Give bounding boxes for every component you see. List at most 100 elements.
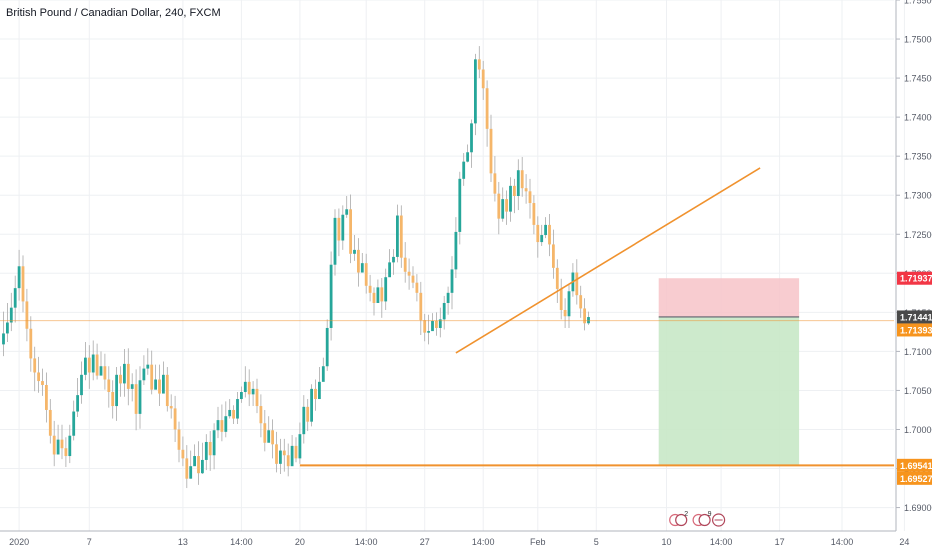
candle-body [263,423,267,443]
candle [99,351,103,376]
y-tick-label: 1.70000 [904,425,932,435]
candle-body [587,317,590,324]
candle [142,355,146,385]
candle [349,194,352,264]
candle-body [384,277,388,302]
candle-body [380,287,384,302]
candle-body [126,363,130,389]
candle [403,242,407,283]
candle-body [123,363,126,384]
candle [9,292,13,332]
flag-icon [698,513,711,527]
price-tag-current: 1.71441 [897,310,932,324]
price-tag-target: 1.69541 [897,458,932,472]
candle-body [497,193,501,219]
candle [353,235,356,261]
candle-body [189,466,193,479]
candle [165,367,169,412]
event-marker[interactable]: 9 [692,511,712,527]
candle-body [169,406,173,409]
candle-body [119,374,122,384]
symbol-title: British Pound / Canadian Dollar, 240, FX… [6,7,221,19]
candle-body [345,209,349,215]
candle-body [193,456,196,467]
candle [91,340,95,381]
candle [87,345,91,389]
candle-body [505,199,508,212]
candle [567,283,571,328]
x-tick-label: 14:00 [472,537,495,547]
candle [208,431,212,471]
candle-body [431,320,434,332]
price-tag-text: 1.71937 [900,274,932,284]
candle-body [197,456,200,474]
candle-body [540,235,544,243]
candle-body [477,59,481,70]
candle-body [575,272,579,296]
candle [364,253,368,294]
candle [474,53,477,136]
take-profit-zone[interactable] [658,316,800,466]
x-tick-label: 20 [295,537,305,547]
candle-body [212,430,216,456]
candle-body [286,455,290,467]
x-tick-label: Feb [530,537,546,547]
candle-body [552,244,555,268]
event-marker[interactable]: 2 [669,511,689,527]
candle [126,348,130,406]
candle [185,445,189,489]
candle [103,353,107,390]
candle [438,307,442,338]
candle-body [204,441,208,460]
candle-body [243,381,247,393]
candle [251,381,255,407]
candle-body [17,266,21,289]
candle [540,224,544,246]
candle [407,258,411,290]
stop-loss-zone[interactable] [658,278,800,317]
candle [360,253,364,273]
price-tag-bg [897,471,932,485]
candle-body [259,406,263,424]
candle-body [446,292,450,303]
trendline[interactable] [455,167,761,354]
candle [84,342,87,381]
candle [173,395,177,442]
candle-body [411,275,415,283]
candle [52,420,56,467]
candle [64,437,68,467]
price-tag-bg [897,323,932,337]
y-tick-label: 1.75500 [904,0,932,6]
candle-body [56,439,60,455]
candle-body [392,256,395,263]
candle [48,399,52,444]
candle [146,348,150,375]
x-tick-label: 17 [775,537,785,547]
candle-body [423,320,427,333]
candle-body [341,214,345,241]
candle [115,367,118,421]
candle-body [337,217,341,241]
candle-body [181,449,185,459]
candle [95,343,99,380]
candle-body [329,264,333,328]
candle [68,424,72,464]
event-marker[interactable] [711,513,726,527]
candle [259,394,263,438]
candle-body [185,458,189,479]
candle [181,436,185,467]
x-tick-label: 5 [594,537,599,547]
candle-body [240,392,243,400]
candle [462,153,466,186]
candle-body [48,409,52,436]
candle [2,311,5,357]
candle-body [134,384,138,414]
candles [2,46,590,489]
candle [107,366,111,408]
candle-body [52,435,56,455]
candle-body [158,379,161,394]
candle-body [318,381,321,400]
